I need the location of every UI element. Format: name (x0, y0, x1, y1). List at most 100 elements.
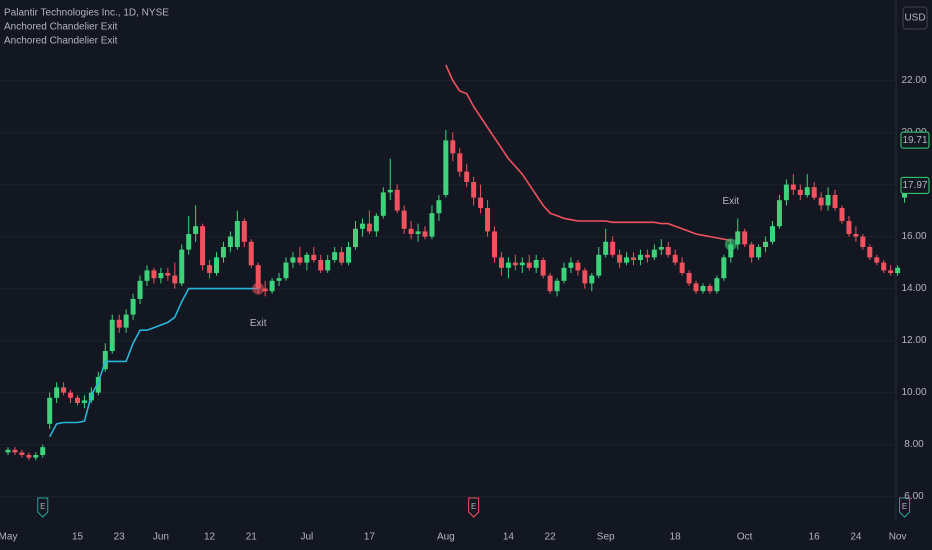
exit-label: Exit (250, 318, 267, 329)
candle-body (637, 254, 643, 260)
candle-body (888, 270, 894, 273)
exit-label: Exit (722, 196, 739, 207)
candle-body (68, 392, 74, 398)
candle-body (165, 273, 171, 276)
currency-button[interactable] (902, 6, 928, 30)
x-tick-label: 18 (670, 532, 682, 543)
legend-entry: Anchored Chandelier Exit (4, 22, 118, 33)
y-tick-label: 6.00 (904, 491, 924, 502)
event-label: E (471, 502, 476, 511)
grid (0, 80, 896, 498)
candle-body (770, 226, 775, 242)
event-label: E (40, 502, 45, 511)
x-tick-label: Aug (437, 532, 455, 543)
candle-body (325, 260, 331, 271)
candle-body (234, 221, 240, 247)
candle-body (526, 262, 532, 268)
candle-body (763, 241, 769, 247)
y-tick-label: 10.00 (901, 387, 926, 398)
x-tick-label: Jun (153, 532, 169, 543)
candle-body (144, 270, 150, 281)
candle-body (832, 195, 838, 208)
candle-body (457, 153, 463, 172)
candle-body (255, 265, 261, 289)
candle-body (214, 257, 219, 273)
candle-body (895, 267, 901, 273)
candle-body (714, 278, 720, 292)
candle-body (596, 254, 602, 276)
candle-body (332, 252, 338, 260)
candle-body (450, 140, 456, 154)
candle-body (881, 262, 887, 271)
x-tick-label: 14 (503, 532, 515, 543)
candle-body (283, 262, 289, 279)
x-tick-label: 24 (850, 532, 862, 543)
candle-body (700, 286, 706, 292)
stop-line (445, 64, 731, 242)
candle-body (735, 231, 741, 245)
candle-body (846, 221, 852, 234)
y-tick-label: 16.00 (901, 231, 926, 242)
candle-body (797, 189, 803, 195)
candle-body (665, 247, 671, 255)
candle-body (867, 247, 873, 258)
candle-body (679, 262, 685, 273)
candle-body (561, 267, 567, 281)
candle-body (304, 254, 310, 263)
candle-body (33, 455, 39, 458)
candle-body (443, 140, 449, 195)
candle-body (492, 231, 497, 258)
candle-body (686, 273, 692, 284)
price-label-box (900, 131, 930, 149)
candle-body (40, 447, 46, 455)
candle-body (790, 184, 796, 190)
candle-body (172, 275, 178, 284)
candle-body (672, 254, 678, 263)
candle-body (109, 319, 115, 351)
candle-body (116, 319, 122, 328)
candle-body (54, 387, 60, 398)
candle-body (589, 275, 595, 284)
candle-body (401, 210, 407, 229)
candle-body (631, 257, 636, 260)
candle-body (387, 189, 393, 193)
x-tick-label: 17 (364, 532, 376, 543)
x-tick-label: 21 (246, 532, 258, 543)
candle-body (26, 455, 32, 458)
event-icon (37, 497, 49, 518)
price-label: 17.97 (902, 180, 927, 191)
candle-body (693, 283, 699, 292)
candle-body (853, 234, 859, 237)
candle-body (422, 231, 428, 237)
candle-body (436, 200, 442, 214)
y-tick-label: 12.00 (901, 335, 926, 346)
chart-title: Palantir Technologies Inc., 1D, NYSE (4, 8, 169, 19)
candle-body (123, 314, 129, 328)
x-tick-label: 16 (809, 532, 821, 543)
event-icon (468, 497, 480, 518)
candle-body (749, 244, 755, 258)
candle-body (81, 400, 87, 403)
candle-body (471, 182, 477, 198)
candle-body (721, 257, 727, 279)
candle-body (193, 226, 199, 234)
candle-body (547, 275, 553, 292)
x-tick-label: Oct (737, 532, 753, 543)
candle-body (554, 280, 560, 292)
event-label: E (902, 502, 907, 511)
axes: 6.008.0010.0012.0014.0016.0018.0020.0022… (0, 75, 930, 543)
candle-body (582, 270, 588, 284)
x-tick-label: 22 (545, 532, 557, 543)
candle-body (776, 200, 782, 227)
candle-body (783, 184, 789, 201)
x-tick-label: 15 (72, 532, 84, 543)
candle-body (227, 236, 233, 247)
candle-body (498, 257, 504, 268)
y-tick-label: 14.00 (901, 283, 926, 294)
candle-body (429, 213, 435, 237)
event-icon (899, 497, 911, 518)
x-tick-label: May (0, 532, 17, 543)
y-tick-label: 8.00 (904, 439, 924, 450)
candle-body (179, 249, 185, 284)
candle-body (186, 234, 192, 250)
